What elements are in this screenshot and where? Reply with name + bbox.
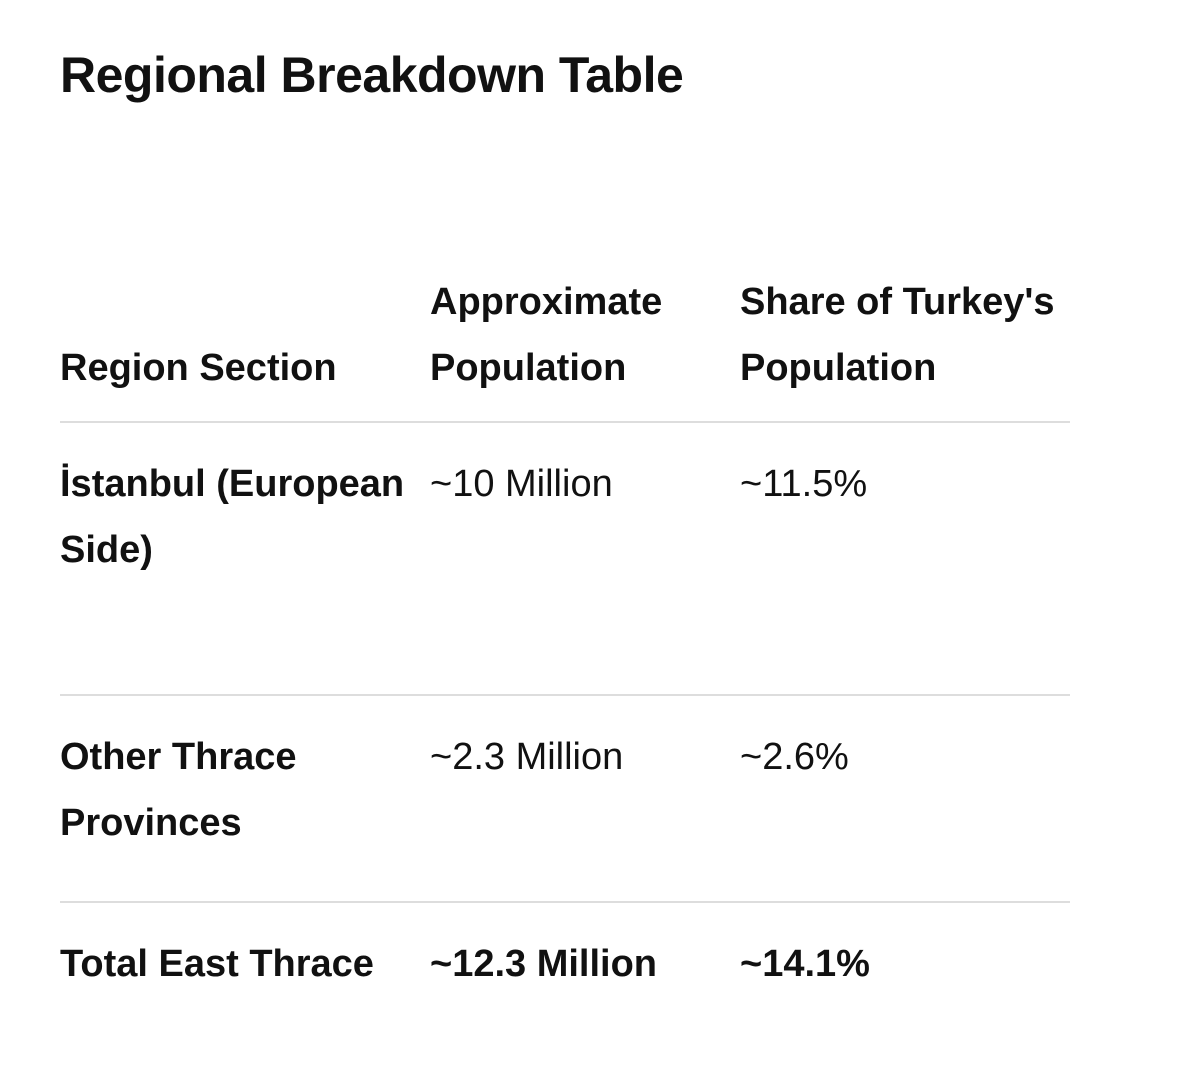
table-row: İstanbul (European Side) ~10 Million ~11… xyxy=(60,423,1070,696)
page-title: Regional Breakdown Table xyxy=(60,47,684,103)
region-cell: Other Thrace Provinces xyxy=(60,736,297,844)
share-cell: ~11.5% xyxy=(740,463,868,505)
total-region-cell: Total East Thrace xyxy=(60,943,374,985)
total-population-cell: ~12.3 Million xyxy=(430,943,658,985)
region-cell: İstanbul (European Side) xyxy=(60,463,405,571)
table-total-row: Total East Thrace ~12.3 Million ~14.1% xyxy=(60,903,1070,997)
population-cell: ~2.3 Million xyxy=(430,736,624,778)
header-approximate-population: Approximate Population xyxy=(430,281,663,389)
population-cell: ~10 Million xyxy=(430,463,613,505)
table-row: Other Thrace Provinces ~2.3 Million ~2.6… xyxy=(60,696,1070,903)
regional-breakdown-table: Region Section Approximate Population Sh… xyxy=(60,196,1070,997)
share-cell: ~2.6% xyxy=(740,736,849,778)
header-share-of-population: Share of Turkey's Population xyxy=(740,281,1055,389)
total-share-cell: ~14.1% xyxy=(740,943,870,985)
table-header-row: Region Section Approximate Population Sh… xyxy=(60,196,1070,423)
header-region-section: Region Section xyxy=(60,347,337,389)
